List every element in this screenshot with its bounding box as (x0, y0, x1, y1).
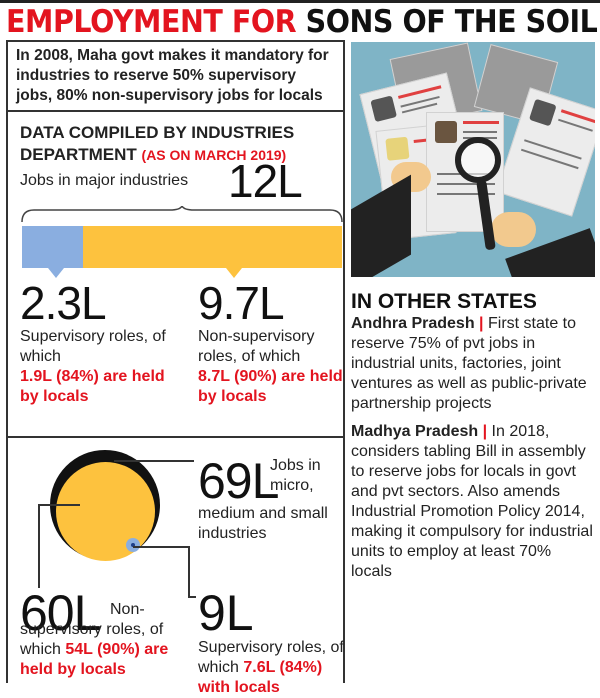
hand-icon (491, 212, 536, 247)
leader-line-60-h (38, 504, 80, 506)
nonsupervisory-value: 9.7L (198, 277, 285, 329)
leader-line-9-v (188, 546, 190, 596)
msme-nonsupervisory-value: 60L (20, 585, 101, 641)
other-states-title: IN OTHER STATES (351, 290, 537, 313)
separator: | (479, 315, 484, 332)
resumes-illustration (351, 42, 595, 277)
intro-box: In 2008, Maha govt makes it mandatory fo… (8, 40, 343, 112)
state-text: First state to reserve 75% of pvt jobs i… (351, 315, 587, 412)
state-name: Madhya Pradesh (351, 423, 479, 440)
headline-black: SONS OF THE SOIL (305, 4, 598, 40)
separator: | (482, 423, 488, 440)
msme-supervisory-value: 9L (198, 585, 254, 641)
msme-total-value: 69L (198, 453, 279, 509)
msme-supervisory-desc: Supervisory roles, of which 7.6L (84%) w… (198, 638, 348, 698)
msme-nonsupervisory-desc: Non-supervisory roles, of which 54L (90%… (20, 600, 195, 680)
headline: EMPLOYMENT FOR SONS OF THE SOIL (6, 4, 598, 40)
supervisory-dot (126, 538, 140, 552)
msme-supervisory-desc-text: Supervisory roles, of which (198, 639, 344, 676)
msme-total-desc-b: medium and small industries (198, 505, 328, 542)
state-item-madhya: Madhya Pradesh | In 2018, considers tabl… (351, 422, 596, 582)
section-title: DATA COMPILED BY INDUSTRIES DEPARTMENT (… (20, 122, 340, 166)
headline-red: EMPLOYMENT FOR (6, 4, 297, 40)
leader-line-9-end (188, 596, 196, 598)
magnifying-glass-icon (455, 137, 501, 183)
supervisory-desc: Supervisory roles, of which (20, 328, 166, 365)
msme-total-desc-a: Jobs in micro, (270, 457, 321, 494)
other-states-section: IN OTHER STATES Andhra Pradesh | First s… (351, 290, 596, 582)
state-text: In 2018, considers tabling Bill in assem… (351, 423, 593, 580)
nonsupervisory-stat: 9.7L Non-supervisory roles, of which 8.7… (198, 279, 358, 407)
supervisory-highlight: 1.9L (84%) are held by locals (20, 368, 165, 405)
nonsupervisory-highlight: 8.7L (90%) are held by locals (198, 368, 343, 405)
section-note: (AS ON MARCH 2019) (141, 147, 287, 163)
msme-nonsupervisory-highlight: 54L (90%) are held by locals (20, 641, 169, 678)
major-industries-section: DATA COMPILED BY INDUSTRIES DEPARTMENT (… (8, 114, 343, 430)
state-item-andhra: Andhra Pradesh | First state to reserve … (351, 314, 596, 414)
msme-section: 69L Jobs in micro, medium and small indu… (8, 436, 344, 696)
supervisory-value: 2.3L (20, 277, 107, 329)
supervisory-stat: 2.3L Supervisory roles, of which 1.9L (8… (20, 279, 180, 407)
pointer-nonsupervisory-icon (226, 268, 242, 278)
left-column: In 2008, Maha govt makes it mandatory fo… (6, 40, 345, 696)
msme-nonsupervisory-desc-text: Non-supervisory roles, of which (20, 601, 164, 658)
brace-icon (21, 206, 343, 223)
top-rule (0, 0, 600, 3)
leader-line-9-h (133, 546, 188, 548)
jobs-total: 12L (228, 155, 303, 207)
nonsupervisory-desc: Non-supervisory roles, of which (198, 328, 315, 365)
supervisory-segment (22, 226, 83, 268)
section-title-text: DATA COMPILED BY INDUSTRIES DEPARTMENT (20, 123, 295, 164)
jobs-label: Jobs in major industries (20, 172, 189, 189)
jobs-bar (22, 226, 342, 268)
state-name: Andhra Pradesh (351, 315, 475, 332)
pointer-supervisory-icon (48, 268, 64, 278)
leader-line-total (114, 460, 194, 462)
leader-line-60-v (38, 504, 40, 588)
